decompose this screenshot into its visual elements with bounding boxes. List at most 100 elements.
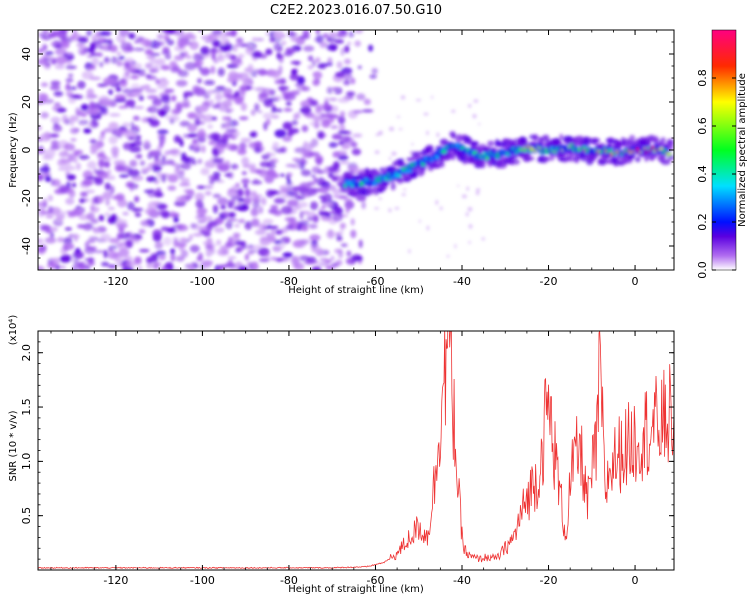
heatmap-noise-blob: [300, 169, 312, 177]
heatmap-noise-blob: [211, 30, 223, 35]
heatmap-noise-blob: [322, 33, 329, 39]
heatmap-ridge-halo: [411, 151, 422, 156]
heatmap-noise-blob: [285, 47, 291, 51]
heatmap-noise-blob: [64, 227, 72, 231]
heatmap-noise-blob: [241, 138, 251, 144]
x-tick-label: -60: [366, 574, 384, 587]
heatmap-noise-blob: [159, 204, 168, 209]
heatmap-noise-blob: [337, 175, 344, 181]
heatmap-noise-blob: [328, 165, 338, 173]
heatmap-noise-blob: [102, 39, 111, 44]
heatmap-noise-blob: [475, 190, 480, 196]
heatmap-ridge-core: [406, 169, 412, 172]
heatmap-noise-blob: [217, 197, 229, 206]
heatmap-noise-blob: [119, 30, 130, 37]
heatmap-noise-blob: [185, 189, 195, 195]
heatmap-noise-blob: [242, 164, 251, 168]
heatmap-noise-blob: [71, 94, 84, 100]
heatmap-noise-blob: [149, 40, 161, 49]
heatmap-noise-blob: [59, 255, 72, 263]
heatmap-noise-blob: [143, 139, 151, 146]
heatmap-noise-blob: [357, 65, 362, 70]
heatmap-noise-blob: [121, 266, 134, 270]
heatmap-noise-blob: [340, 47, 345, 56]
heatmap-noise-blob: [196, 185, 205, 189]
colorbar-tick-label: 0.8: [696, 69, 709, 87]
y-tick-label: -20: [20, 189, 33, 207]
heatmap-noise-blob: [265, 31, 270, 36]
heatmap-noise-blob: [65, 197, 75, 205]
heatmap-noise-blob: [468, 241, 471, 244]
heatmap-noise-blob: [287, 199, 299, 207]
heatmap-noise-blob: [117, 198, 128, 208]
heatmap-noise-blob: [79, 198, 86, 204]
heatmap-noise-blob: [147, 188, 157, 198]
heatmap-noise-blob: [87, 260, 95, 266]
heatmap-noise-blob: [145, 48, 153, 56]
heatmap-noise-blob: [253, 178, 259, 185]
heatmap-noise-blob: [137, 72, 147, 77]
snr-x-label: Height of straight line (km): [288, 584, 424, 595]
heatmap-noise-blob: [247, 249, 258, 254]
heatmap-ridge-core: [607, 149, 613, 152]
heatmap-noise-blob: [168, 149, 179, 155]
heatmap-noise-blob: [339, 222, 346, 230]
heatmap-noise-blob: [251, 37, 257, 42]
heatmap-noise-blob: [154, 155, 160, 162]
heatmap-noise-blob: [40, 111, 49, 119]
heatmap-noise-blob: [97, 195, 105, 204]
heatmap-noise-blob: [371, 68, 378, 75]
heatmap-noise-blob: [269, 37, 276, 43]
heatmap-noise-blob: [358, 239, 363, 249]
heatmap-noise-blob: [446, 255, 450, 258]
heatmap-noise-blob: [341, 144, 351, 150]
heatmap-noise-blob: [117, 232, 122, 240]
heatmap-noise-blob: [350, 141, 358, 148]
heatmap-noise-blob: [276, 258, 282, 262]
heatmap-noise-blob: [116, 223, 128, 229]
heatmap-noise-blob: [258, 206, 264, 214]
heatmap-ridge-core: [396, 173, 401, 178]
heatmap-noise-blob: [478, 123, 481, 126]
heatmap-noise-blob: [237, 201, 242, 207]
heatmap-noise-blob: [230, 30, 237, 37]
heatmap-noise-blob: [291, 119, 298, 126]
snr-y-label: SNR (10 * v/v): [8, 410, 19, 481]
heatmap-noise-blob: [179, 139, 184, 147]
heatmap-noise-blob: [69, 127, 79, 134]
heatmap-noise-blob: [107, 251, 119, 260]
heatmap-noise-blob: [265, 48, 273, 56]
snr-panel: -120 -100 -80 -60 -40 -20 0 0.5 1.0 1.5 2.0 Heigh…: [8, 315, 675, 595]
heatmap-noise-blob: [217, 53, 225, 62]
heatmap-ridge-halo: [469, 141, 479, 146]
heatmap-noise-blob: [200, 167, 210, 176]
heatmap-noise-blob: [87, 103, 97, 111]
heatmap-noise-blob: [50, 257, 57, 262]
heatmap-noise-blob: [155, 58, 166, 66]
heatmap-ridge-core: [404, 170, 407, 173]
heatmap-noise-blob: [226, 107, 235, 112]
heatmap-noise-blob: [55, 56, 68, 65]
heatmap-noise-blob: [465, 212, 469, 217]
heatmap-noise-blob: [290, 35, 298, 42]
heatmap-ridge-halo: [416, 169, 425, 177]
heatmap-ridge-halo: [588, 153, 597, 162]
heatmap-noise-blob: [194, 192, 205, 202]
heatmap-noise-blob: [309, 234, 321, 242]
heatmap-noise-blob: [339, 135, 351, 143]
heatmap-noise-blob: [175, 255, 185, 262]
heatmap-noise-blob: [74, 233, 78, 242]
heatmap-noise-blob: [86, 67, 97, 71]
heatmap-noise-blob: [180, 162, 192, 170]
heatmap-noise-blob: [356, 195, 367, 202]
x-tick-label: -20: [540, 574, 558, 587]
heatmap-noise-blob: [283, 51, 293, 57]
x-tick-label: -100: [190, 574, 215, 587]
heatmap-noise-blob: [80, 191, 88, 197]
heatmap-noise-blob: [319, 133, 327, 137]
heatmap-ridge-halo: [431, 164, 442, 169]
heatmap-ridge-core: [523, 148, 528, 152]
heatmap-noise-blob: [332, 188, 343, 195]
heatmap-noise-blob: [223, 87, 233, 96]
